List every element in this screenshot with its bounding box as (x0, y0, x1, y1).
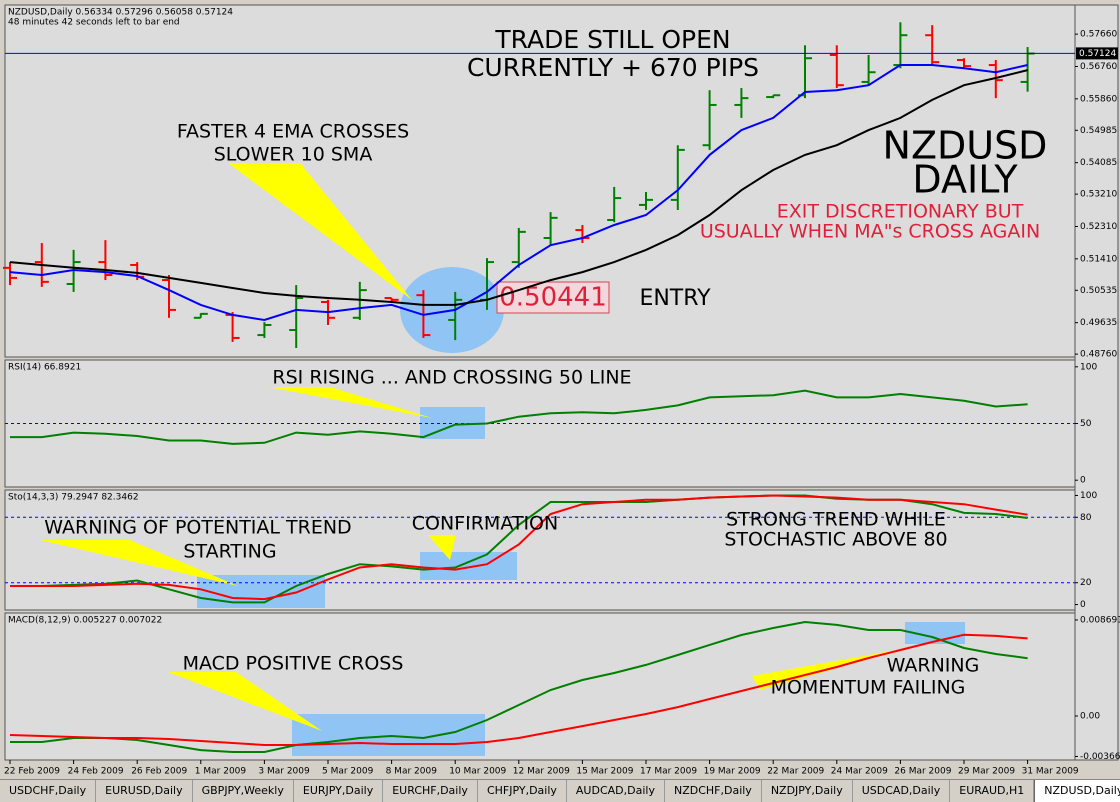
x-tick-label: 3 Mar 2009 (258, 767, 310, 777)
annotation: STOCHASTIC ABOVE 80 (724, 529, 947, 551)
pointer (268, 387, 432, 418)
chart-tab[interactable]: USDCAD,Daily (853, 780, 951, 802)
y-tick-label: 0.55860 (1080, 94, 1117, 104)
y-tick-label: 0.52310 (1080, 222, 1117, 232)
chart-tab[interactable]: CHFJPY,Daily (478, 780, 567, 802)
x-tick-label: 5 Mar 2009 (322, 767, 374, 777)
y-tick-label: 0.49635 (1080, 318, 1117, 328)
y-tick-label: 100 (1080, 491, 1097, 501)
annotation: SLOWER 10 SMA (214, 144, 373, 166)
current-price-box (1076, 47, 1118, 60)
x-tick-label: 26 Feb 2009 (131, 767, 187, 777)
panel-subtitle: 48 minutes 42 seconds left to bar end (8, 18, 180, 28)
x-tick-label: 31 Mar 2009 (1022, 767, 1079, 777)
x-tick-label: 29 Mar 2009 (958, 767, 1015, 777)
annotation: STARTING (183, 541, 276, 563)
y-tick-label: 0 (1080, 600, 1086, 610)
annotation: STRONG TREND WHILE (726, 509, 946, 531)
annotation: CONFIRMATION (412, 513, 558, 535)
chart-tab[interactable]: USDCHF,Daily (0, 780, 97, 802)
y-tick-label: 20 (1080, 578, 1092, 588)
highlight (292, 714, 485, 756)
annotation: MOMENTUM FAILING (771, 677, 966, 699)
y-tick-label: 0.00 (1080, 712, 1100, 722)
chart: 0.50441 0.57660 0.56760 0.55860 0.54985 0.54… (3, 4, 1120, 777)
chart-tab[interactable]: NZDUSD,Daily (1034, 780, 1120, 802)
x-tick-label: 24 Mar 2009 (831, 767, 888, 777)
y-tick-label: 0.54085 (1080, 158, 1117, 168)
annotation: RSI RISING ... AND CROSSING 50 LINE (272, 367, 631, 389)
x-tick-label: 15 Mar 2009 (576, 767, 633, 777)
chart-tab[interactable]: EURCHF,Daily (383, 780, 478, 802)
x-tick-label: 19 Mar 2009 (704, 767, 761, 777)
annotation: FASTER 4 EMA CROSSES (177, 121, 409, 143)
entry-price: 0.50441 (499, 283, 607, 313)
annotation: EXIT DISCRETIONARY BUT (777, 201, 1024, 223)
annotation: MACD POSITIVE CROSS (183, 653, 404, 675)
chart-tab[interactable]: EURUSD,Daily (96, 780, 193, 802)
panel-title: MACD(8,12,9) 0.005227 0.007022 (8, 616, 162, 626)
chart-tab[interactable]: AUDCAD,Daily (567, 780, 665, 802)
annotation: TRADE STILL OPEN (494, 25, 730, 54)
indicator-line (10, 494, 1028, 601)
y-tick-label: -0.00366 (1080, 752, 1120, 762)
x-tick-label: 17 Mar 2009 (640, 767, 697, 777)
x-tick-label: 22 Mar 2009 (767, 767, 824, 777)
y-tick-label: 0.56760 (1080, 62, 1117, 72)
y-tick-label: 100 (1080, 362, 1097, 372)
annotation: DAILY (912, 158, 1018, 202)
macd-panel (4, 612, 1076, 761)
pointer (168, 672, 322, 731)
chart-tab[interactable]: GBPJPY,Weekly (193, 780, 294, 802)
annotation: NZDUSD (883, 124, 1048, 168)
x-tick-label: 24 Feb 2009 (68, 767, 124, 777)
indicator-line (9, 633, 1028, 746)
y-tick-label: 0.53210 (1080, 190, 1117, 200)
pointer (228, 163, 412, 300)
x-tick-label: 12 Mar 2009 (513, 767, 570, 777)
pointer (40, 540, 238, 586)
highlight (420, 552, 517, 580)
annotation: ENTRY (639, 286, 711, 311)
tab-bar: USDCHF,Daily EURUSD,Daily GBPJPY,Weekly EUR… (0, 779, 1120, 802)
indicator-line (10, 620, 1028, 753)
annotation: WARNING (887, 655, 980, 677)
panel-title: NZDUSD,Daily 0.56334 0.57296 0.56058 0.5… (8, 8, 233, 18)
panel-title: Sto(14,3,3) 79.2947 82.3462 (8, 493, 139, 503)
annotation: CURRENTLY + 670 PIPS (467, 53, 759, 82)
moving-average (9, 69, 1028, 306)
y-tick-label: 50 (1080, 419, 1092, 429)
current-price-label: 0.57124 (1079, 49, 1116, 59)
y-tick-label: 0.50535 (1080, 286, 1117, 296)
chart-tab[interactable]: NZDJPY,Daily (762, 780, 853, 802)
x-tick-label: 22 Feb 2009 (4, 767, 60, 777)
annotation: WARNING OF POTENTIAL TREND (44, 517, 351, 539)
chart-tab[interactable]: EURJPY,Daily (294, 780, 384, 802)
x-tick-label: 8 Mar 2009 (386, 767, 438, 777)
y-tick-label: 0.54985 (1080, 126, 1117, 136)
x-tick-label: 1 Mar 2009 (195, 767, 247, 777)
pointer (428, 535, 456, 560)
price-scale (1074, 4, 1119, 761)
panel-title: RSI(14) 66.8921 (8, 363, 81, 373)
y-tick-label: 0.57660 (1080, 30, 1117, 40)
y-tick-label: 0.51410 (1080, 254, 1117, 264)
x-tick-label: 26 Mar 2009 (894, 767, 951, 777)
chart-tab[interactable]: NZDCHF,Daily (665, 780, 762, 802)
indicator-line (10, 389, 1028, 445)
y-tick-label: 0 (1080, 476, 1086, 486)
y-tick-label: 0.48760 (1080, 350, 1117, 360)
y-tick-label: 0.008691 (1080, 615, 1120, 625)
moving-average (9, 64, 1028, 322)
x-tick-label: 10 Mar 2009 (449, 767, 506, 777)
y-tick-label: 80 (1080, 513, 1092, 523)
chart-tab[interactable]: EURAUD,H1 (950, 780, 1035, 802)
annotation: USUALLY WHEN MA"s CROSS AGAIN (700, 221, 1040, 243)
